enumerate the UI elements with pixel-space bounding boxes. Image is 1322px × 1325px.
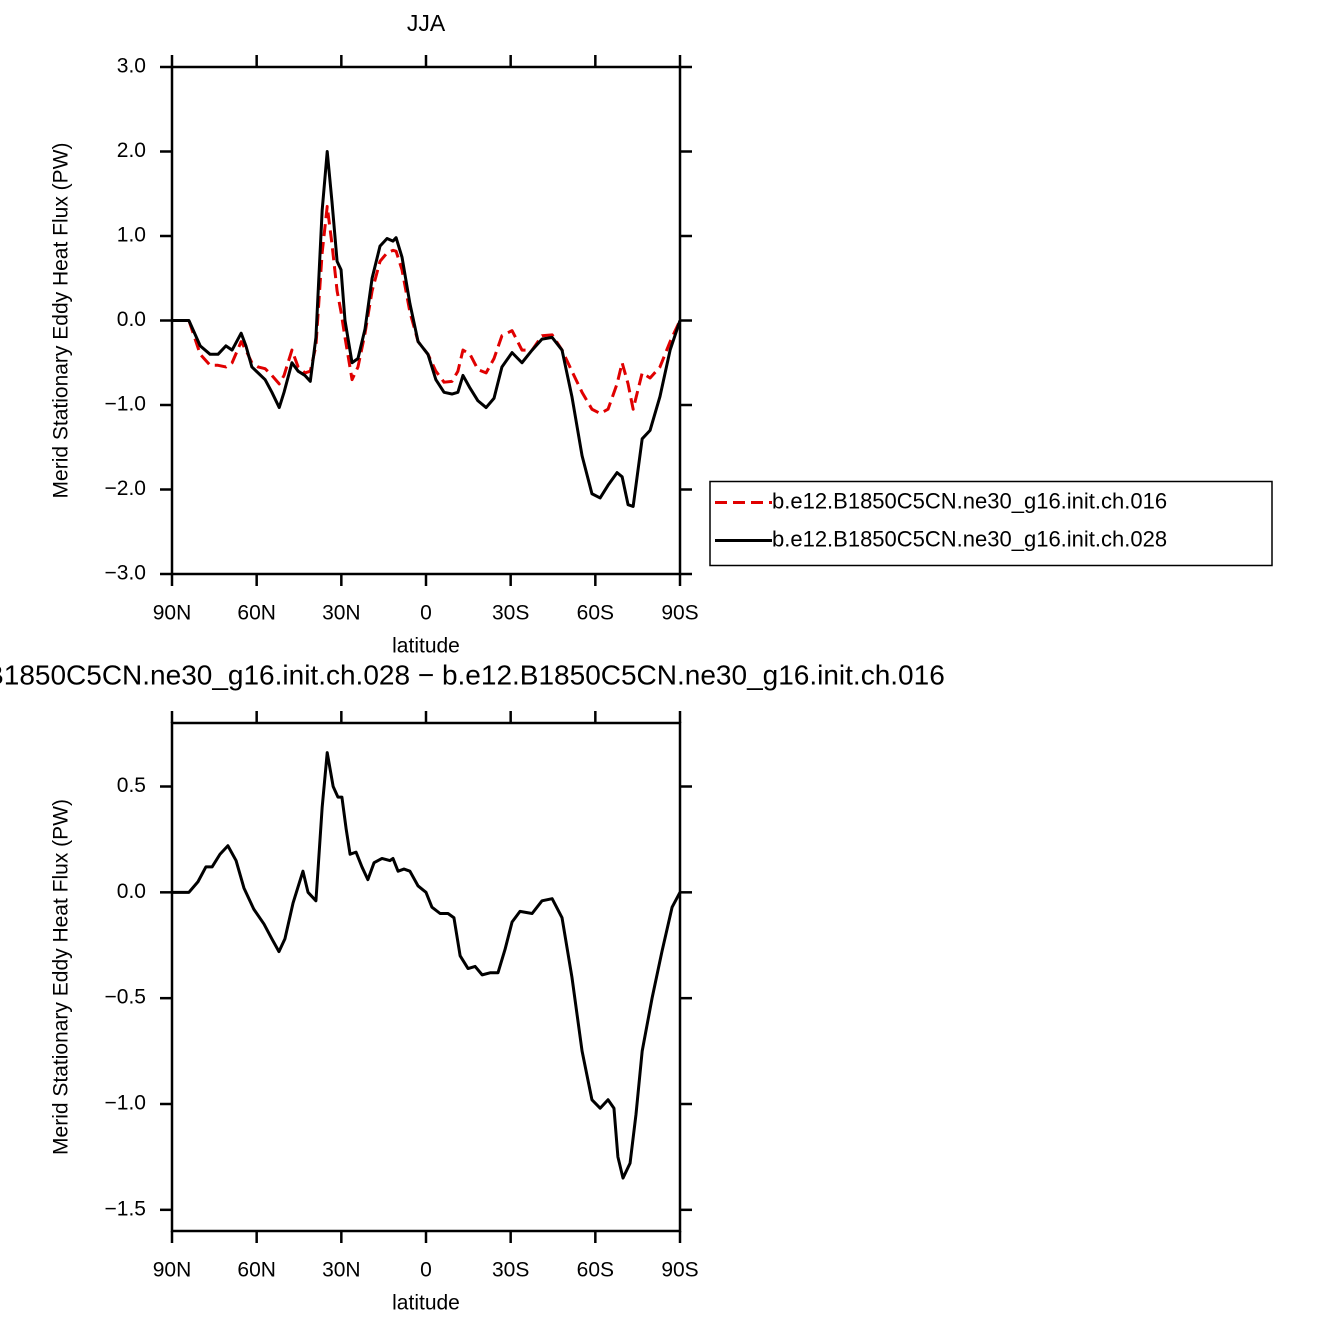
data-line	[172, 751, 682, 1180]
data-line	[172, 150, 682, 508]
x-tick-label: 0	[420, 602, 432, 625]
x-tick-label: 60N	[237, 1259, 276, 1282]
y-tick-label: 0.0	[117, 880, 146, 903]
plot-frame	[170, 721, 682, 1233]
x-axis-label: latitude	[392, 1292, 460, 1315]
y-tick-label: −1.0	[105, 393, 146, 416]
x-tick-label: 60S	[577, 1259, 614, 1282]
x-tick-label: 90N	[153, 602, 192, 625]
plot-area	[172, 751, 682, 1180]
y-tick-label: 0.5	[117, 774, 146, 797]
x-axis-label: latitude	[392, 635, 460, 658]
x-tick-label: 30N	[322, 1259, 361, 1282]
legend-box	[709, 480, 1273, 567]
x-tick-label: 90S	[661, 1259, 698, 1282]
legend: b.e12.B1850C5CN.ne30_g16.init.ch.016 b.e1…	[709, 480, 1273, 567]
y-tick-label: 1.0	[117, 224, 146, 247]
y-tick-label: −1.5	[105, 1197, 146, 1220]
y-tick-label: −0.5	[105, 986, 146, 1009]
x-tick-label: 60S	[577, 602, 614, 625]
y-tick-label: −2.0	[105, 477, 146, 500]
x-tick-label: 90N	[153, 1259, 192, 1282]
x-tick-label: 30N	[322, 602, 361, 625]
y-tick-label: −1.0	[105, 1092, 146, 1115]
x-tick-label: 0	[420, 1259, 432, 1282]
y-tick-label: −3.0	[105, 562, 146, 585]
legend-label: b.e12.B1850C5CN.ne30_g16.init.ch.028	[772, 526, 1167, 551]
plot-frame	[170, 65, 682, 576]
y-axis-label: Merid Stationary Eddy Heat Flux (PW)	[50, 143, 73, 499]
data-line	[172, 204, 682, 415]
y-tick-label: 3.0	[117, 55, 146, 78]
y-tick-label: 0.0	[117, 308, 146, 331]
chart-title: JJA	[407, 10, 446, 36]
legend-label: b.e12.B1850C5CN.ne30_g16.init.ch.016	[772, 488, 1167, 513]
x-tick-label: 30S	[492, 602, 529, 625]
plot-area	[172, 150, 682, 508]
x-tick-label: 90S	[661, 602, 698, 625]
chart-title: b.e12.B1850C5CN.ne30_g16.init.ch.028 − b…	[0, 659, 945, 690]
x-tick-label: 30S	[492, 1259, 529, 1282]
y-tick-label: 2.0	[117, 139, 146, 162]
x-tick-label: 60N	[237, 602, 276, 625]
y-axis-label: Merid Stationary Eddy Heat Flux (PW)	[50, 799, 73, 1155]
